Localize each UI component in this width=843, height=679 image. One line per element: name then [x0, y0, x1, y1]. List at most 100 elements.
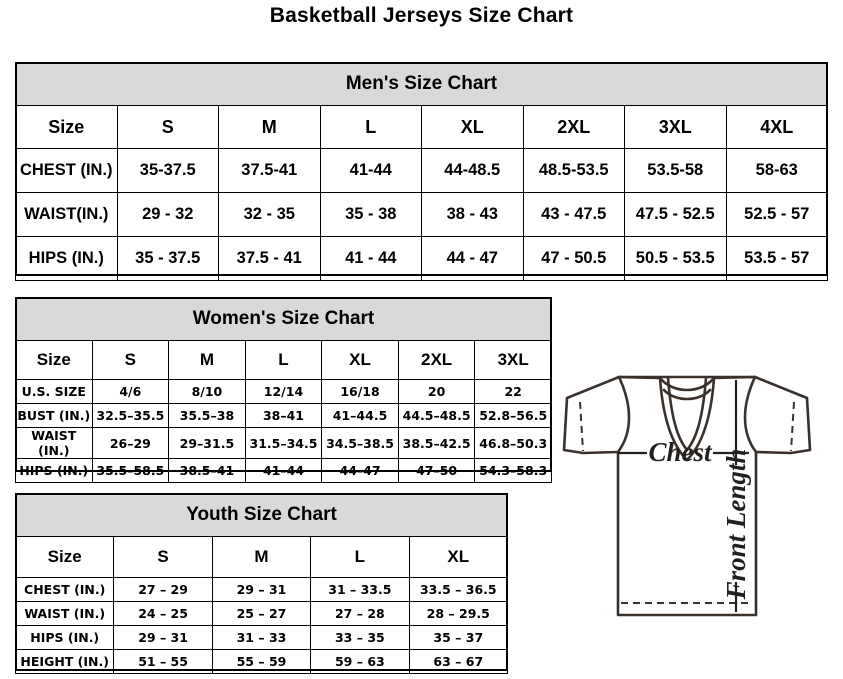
mens-cell-chest-3xl: 53.5-58: [624, 148, 727, 193]
mens-header-cell-m: M: [218, 105, 321, 149]
womens-band-title: Women's Size Chart: [15, 297, 552, 341]
youth-header-cell-xl: XL: [408, 536, 509, 578]
page-title: Basketball Jerseys Size Chart: [269, 4, 574, 27]
womens-header-cell-m: M: [168, 340, 246, 380]
youth-cell-height-m: 55 – 59: [211, 649, 312, 674]
mens-cell-waist-s: 29 - 32: [116, 192, 219, 237]
youth-header-cell-size: Size: [14, 536, 115, 578]
womens-row-label-bust: BUST (IN.): [15, 403, 93, 428]
mens-cell-hips-3xl: 50.5 - 53.5: [624, 236, 727, 281]
womens-cell-us-size-xl: 16/18: [321, 379, 399, 404]
mens-cell-waist-l: 35 - 38: [319, 192, 422, 237]
youth-header-cell-m: M: [211, 536, 312, 578]
mens-cell-hips-2xl: 47 - 50.5: [522, 236, 625, 281]
mens-band-row: Men's Size Chart: [15, 62, 828, 106]
mens-cell-chest-s: 35-37.5: [116, 148, 219, 193]
jersey-body-outline: [562, 375, 812, 617]
mens-header-row: Size S M L XL 2XL 3XL 4XL: [15, 105, 828, 149]
youth-row-label-height: HEIGHT (IN.): [14, 649, 115, 674]
womens-cell-bust-s: 32.5–35.5: [91, 403, 170, 428]
mens-header-cell-l: L: [319, 105, 422, 149]
jersey-left-shoulder-seam: [617, 375, 662, 380]
mens-cell-chest-4xl: 58-63: [725, 148, 828, 193]
mens-cell-hips-4xl: 53.5 - 57: [725, 236, 828, 281]
womens-cell-bust-xl: 41–44.5: [321, 403, 399, 428]
youth-cell-chest-xl: 33.5 – 36.5: [408, 577, 509, 602]
mens-row-label-chest: CHEST (IN.): [15, 148, 118, 193]
youth-header-row: Size S M L XL: [14, 536, 509, 578]
youth-row-label-hips: HIPS (IN.): [14, 625, 115, 650]
womens-size-chart-table: Women's Size Chart Size S M L XL 2XL 3XL…: [15, 297, 552, 483]
mens-size-chart-table: Men's Size Chart Size S M L XL 2XL 3XL 4…: [15, 62, 828, 281]
youth-cell-waist-s: 24 – 25: [113, 601, 213, 626]
youth-cell-chest-s: 27 – 29: [113, 577, 213, 602]
womens-row-label-waist: WAIST (IN.): [15, 427, 93, 459]
mens-cell-hips-xl: 44 - 47: [421, 236, 524, 281]
jersey-right-sleeve-seam: [743, 375, 758, 454]
mens-row-label-waist: WAIST(IN.): [15, 192, 118, 237]
womens-cell-waist-2xl: 38.5–42.5: [397, 427, 476, 459]
mens-cell-waist-2xl: 43 - 47.5: [522, 192, 625, 237]
womens-cell-hips-m: 38.5–41: [168, 458, 246, 483]
mens-header-cell-4xl: 4XL: [725, 105, 828, 149]
front-length-label: Front Length: [721, 449, 751, 601]
youth-band-row: Youth Size Chart: [15, 493, 508, 537]
jersey-left-cuff-dash: [579, 401, 584, 452]
womens-cell-hips-xl: 44–47: [321, 458, 399, 483]
table-row: CHEST (IN.) 27 – 29 29 – 31 31 – 33.5 33…: [14, 577, 509, 602]
womens-row-label-hips: HIPS (IN.): [15, 458, 93, 483]
youth-header-cell-s: S: [113, 536, 213, 578]
womens-cell-waist-s: 26–29: [91, 427, 170, 459]
mens-cell-hips-m: 37.5 - 41: [218, 236, 321, 281]
jersey-neckline-inner: [666, 376, 708, 452]
jersey-right-cuff-dash: [790, 401, 795, 452]
mens-header-cell-2xl: 2XL: [522, 105, 625, 149]
womens-cell-us-size-2xl: 20: [397, 379, 476, 404]
youth-cell-height-xl: 63 – 67: [408, 649, 509, 674]
table-row: HIPS (IN.) 29 – 31 31 – 33 33 – 35 35 – …: [14, 625, 509, 650]
youth-cell-chest-m: 29 – 31: [211, 577, 312, 602]
mens-cell-hips-s: 35 - 37.5: [116, 236, 219, 281]
youth-cell-hips-s: 29 – 31: [113, 625, 213, 650]
womens-header-cell-2xl: 2XL: [397, 340, 476, 380]
womens-cell-waist-xl: 34.5–38.5: [321, 427, 399, 459]
mens-band-title: Men's Size Chart: [15, 62, 828, 106]
mens-header-cell-size: Size: [15, 105, 118, 149]
womens-header-cell-s: S: [91, 340, 170, 380]
womens-cell-us-size-s: 4/6: [91, 379, 170, 404]
womens-band-row: Women's Size Chart: [15, 297, 552, 341]
youth-cell-hips-m: 31 – 33: [211, 625, 312, 650]
mens-cell-waist-m: 32 - 35: [218, 192, 321, 237]
table-row: WAIST (IN.) 26–29 29–31.5 31.5–34.5 34.5…: [15, 427, 552, 459]
youth-band-title: Youth Size Chart: [15, 493, 508, 537]
womens-cell-waist-l: 31.5–34.5: [244, 427, 323, 459]
jersey-measurement-diagram: Chest Front Length: [527, 350, 837, 650]
table-row: HIPS (IN.) 35.5–58.5 38.5–41 41–44 44–47…: [15, 458, 552, 483]
jersey-neckline-outer: [658, 376, 716, 462]
youth-cell-waist-m: 25 – 27: [211, 601, 312, 626]
womens-header-cell-size: Size: [15, 340, 93, 380]
youth-cell-height-l: 59 – 63: [310, 649, 410, 674]
mens-cell-waist-4xl: 52.5 - 57: [725, 192, 828, 237]
youth-cell-waist-xl: 28 – 29.5: [408, 601, 509, 626]
womens-cell-us-size-m: 8/10: [168, 379, 246, 404]
table-row: CHEST (IN.) 35-37.5 37.5-41 41-44 44-48.…: [15, 148, 828, 193]
youth-size-chart-table: Youth Size Chart Size S M L XL CHEST (IN…: [14, 493, 509, 674]
chest-label: Chest: [648, 437, 713, 467]
mens-cell-chest-m: 37.5-41: [218, 148, 321, 193]
womens-header-row: Size S M L XL 2XL 3XL: [15, 340, 552, 380]
jersey-right-shoulder-seam: [712, 375, 757, 380]
mens-cell-hips-l: 41 - 44: [319, 236, 422, 281]
mens-cell-chest-xl: 44-48.5: [421, 148, 524, 193]
jersey-collar-curve-outer: [658, 376, 716, 392]
womens-cell-bust-2xl: 44.5–48.5: [397, 403, 476, 428]
youth-row-label-waist: WAIST (IN.): [14, 601, 115, 626]
jersey-left-sleeve-seam: [616, 375, 631, 454]
mens-cell-chest-2xl: 48.5-53.5: [522, 148, 625, 193]
table-row: HIPS (IN.) 35 - 37.5 37.5 - 41 41 - 44 4…: [15, 236, 828, 281]
mens-cell-chest-l: 41-44: [319, 148, 422, 193]
womens-cell-bust-m: 35.5–38: [168, 403, 246, 428]
youth-row-label-chest: CHEST (IN.): [14, 577, 115, 602]
womens-cell-bust-l: 38–41: [244, 403, 323, 428]
youth-header-cell-l: L: [310, 536, 410, 578]
